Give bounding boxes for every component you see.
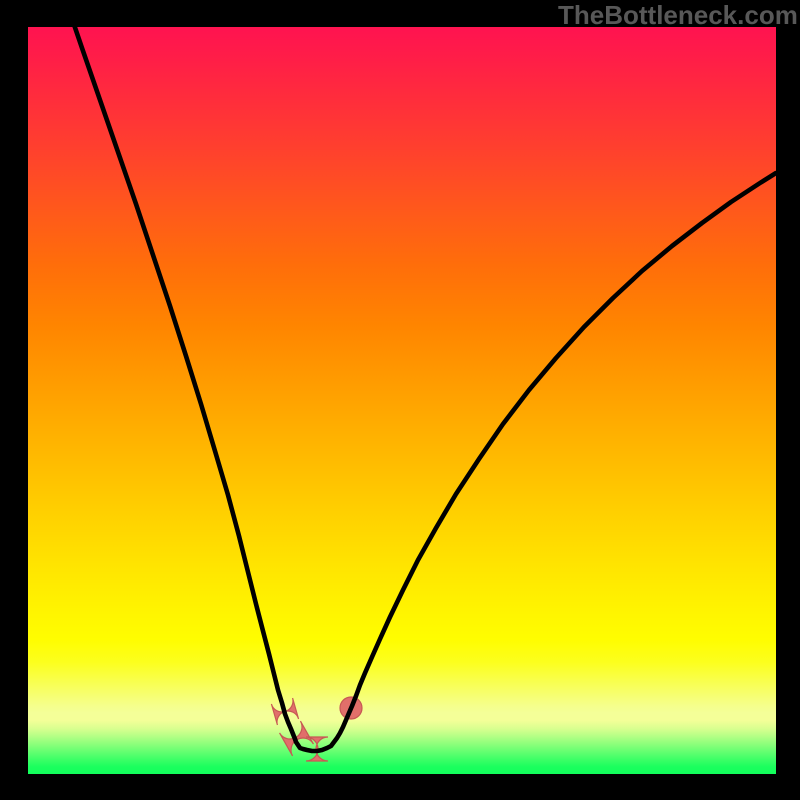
watermark-text: TheBottleneck.com — [558, 0, 798, 31]
chart-background-gradient — [28, 27, 776, 774]
bottleneck-chart — [28, 27, 776, 774]
